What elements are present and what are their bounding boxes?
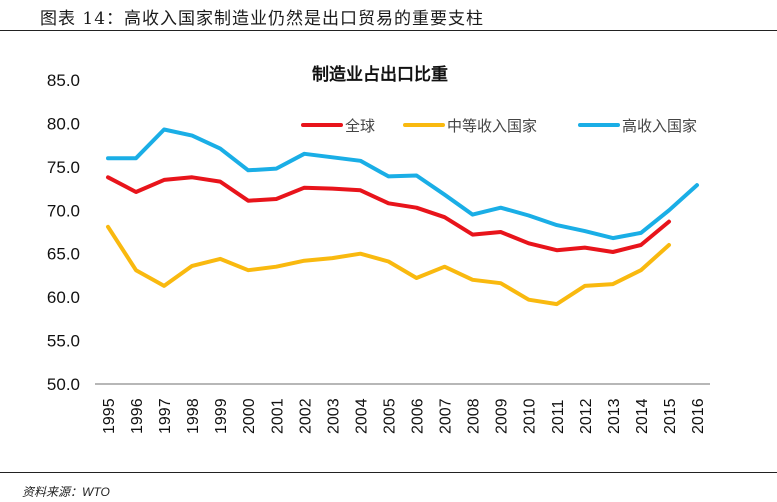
x-tick-label: 2006 (410, 398, 427, 434)
source-note: 资料来源：WTO (22, 485, 110, 499)
legend-label: 全球 (345, 117, 375, 135)
y-tick-label: 50.0 (47, 375, 80, 394)
x-tick-label: 2014 (634, 398, 651, 434)
x-tick-label: 2016 (690, 398, 707, 434)
legend: 全球 中等收入国家 高收入国家 (301, 117, 697, 135)
legend-label: 中等收入国家 (447, 117, 537, 135)
x-tick-label: 2007 (438, 398, 455, 434)
series-lines (106, 127, 699, 307)
series-line-3 (106, 127, 699, 241)
y-tick-label: 75.0 (47, 158, 80, 177)
x-tick-label: 2011 (550, 399, 567, 434)
y-axis: 50.0 55.0 60.0 65.0 70.0 75.0 80.0 85.0 (47, 71, 80, 394)
x-tick-label: 2002 (297, 398, 314, 434)
x-tick-label: 2015 (662, 398, 679, 434)
y-tick-label: 85.0 (47, 71, 80, 90)
x-tick-label: 1995 (101, 398, 118, 434)
y-tick-label: 55.0 (47, 332, 80, 351)
x-tick-label: 2001 (269, 398, 286, 434)
y-tick-label: 60.0 (47, 288, 80, 307)
x-tick-label: 2005 (381, 398, 398, 434)
x-tick-label: 2008 (466, 398, 483, 434)
y-tick-label: 65.0 (47, 245, 80, 264)
x-tick-label: 1999 (213, 398, 230, 434)
series-line-1 (106, 175, 671, 254)
x-tick-label: 2009 (494, 398, 511, 434)
legend-label: 高收入国家 (622, 117, 697, 135)
bottom-rule (0, 472, 777, 473)
x-tick-label: 2013 (606, 398, 623, 434)
legend-item: 高收入国家 (578, 117, 697, 135)
line-chart: 制造业占出口比重 50.0 55.0 60.0 65.0 70.0 75.0 80.0 85.… (47, 64, 710, 434)
x-tick-label: 2012 (578, 398, 595, 434)
legend-item: 全球 (301, 117, 375, 135)
figure-title: 图表 14：高收入国家制造业仍然是出口贸易的重要支柱 (40, 9, 485, 29)
legend-item: 中等收入国家 (403, 117, 537, 135)
x-tick-label: 2003 (325, 398, 342, 434)
x-tick-label: 1997 (157, 398, 174, 434)
x-tick-label: 1998 (185, 398, 202, 434)
chart-title: 制造业占出口比重 (312, 64, 448, 85)
top-rule (0, 30, 777, 31)
series-line-2 (106, 224, 671, 307)
x-tick-label: 1996 (129, 398, 146, 434)
y-tick-label: 70.0 (47, 201, 80, 220)
y-tick-label: 80.0 (47, 114, 80, 133)
x-axis: 1995 1996 1997 1998 1999 2000 2001 2002 2003 2004… (101, 398, 707, 434)
x-tick-label: 2000 (241, 398, 258, 434)
x-tick-label: 2004 (353, 398, 370, 434)
x-tick-label: 2010 (522, 398, 539, 434)
